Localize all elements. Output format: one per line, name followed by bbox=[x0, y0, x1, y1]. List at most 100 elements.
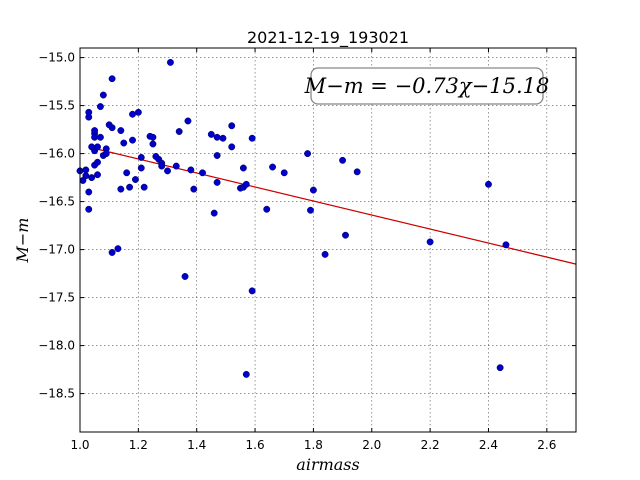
data-point bbox=[114, 245, 122, 253]
data-point bbox=[213, 152, 221, 159]
data-point bbox=[137, 164, 145, 172]
data-point bbox=[117, 127, 125, 135]
data-point bbox=[123, 169, 131, 177]
data-point bbox=[485, 180, 492, 188]
data-point bbox=[108, 75, 116, 83]
y-tick-label: −16.0 bbox=[38, 147, 75, 161]
data-point bbox=[129, 110, 136, 118]
y-tick-label: −15.5 bbox=[38, 99, 75, 113]
data-point bbox=[502, 241, 510, 249]
fit-line-group bbox=[88, 146, 577, 265]
data-point bbox=[190, 185, 198, 193]
data-point bbox=[213, 178, 221, 186]
data-point bbox=[339, 156, 347, 164]
data-point bbox=[91, 127, 99, 135]
x-tick-label: 2.2 bbox=[421, 438, 440, 452]
y-tick-label: −17.5 bbox=[38, 291, 75, 305]
x-tick-label: 2.6 bbox=[537, 438, 556, 452]
grid bbox=[80, 48, 576, 432]
data-point bbox=[158, 162, 166, 170]
data-point bbox=[181, 273, 189, 280]
data-point bbox=[82, 166, 90, 174]
data-point bbox=[85, 108, 93, 116]
data-point bbox=[88, 174, 96, 182]
data-point bbox=[94, 171, 101, 179]
data-point bbox=[175, 128, 183, 135]
data-point bbox=[108, 124, 116, 132]
data-point bbox=[342, 231, 349, 239]
data-point bbox=[102, 150, 110, 158]
data-point bbox=[149, 140, 157, 148]
annotation-box: M−m = −0.73χ−15.18 bbox=[304, 67, 550, 105]
data-point bbox=[85, 188, 93, 196]
data-point bbox=[140, 183, 148, 191]
data-point bbox=[91, 133, 99, 141]
data-point bbox=[149, 133, 157, 141]
data-point bbox=[199, 169, 206, 177]
data-point bbox=[96, 103, 104, 111]
data-point bbox=[172, 162, 180, 170]
y-tick-label: −18.0 bbox=[38, 339, 75, 353]
data-point bbox=[213, 133, 221, 141]
data-point bbox=[184, 117, 192, 125]
data-point bbox=[307, 206, 314, 214]
data-point bbox=[94, 158, 101, 166]
data-point bbox=[129, 136, 136, 144]
ticks: 1.0 1.2 1.4 1.6 1.8 2.0 2.2 2.4 2.6 −15.0 −15.5 −16… bbox=[38, 48, 576, 452]
data-point bbox=[248, 287, 256, 295]
data-point bbox=[134, 108, 142, 116]
data-point bbox=[207, 130, 215, 138]
data-point bbox=[239, 164, 247, 172]
fit-line bbox=[88, 146, 577, 265]
data-point bbox=[82, 172, 90, 180]
data-point bbox=[164, 167, 171, 175]
plot-frame bbox=[79, 47, 577, 433]
data-point bbox=[353, 168, 361, 176]
data-point bbox=[137, 153, 145, 161]
data-point bbox=[242, 370, 250, 378]
annotation-frame bbox=[310, 67, 544, 105]
data-point bbox=[99, 91, 107, 99]
x-axis-label: airmass bbox=[296, 455, 359, 474]
fit-equation: M−m = −0.73χ−15.18 bbox=[304, 74, 550, 98]
data-point bbox=[131, 176, 139, 183]
data-point bbox=[96, 133, 104, 141]
data-point bbox=[496, 364, 504, 372]
x-tick-label: 1.8 bbox=[304, 438, 323, 452]
data-point bbox=[280, 169, 288, 177]
y-axis-label: M−m bbox=[13, 218, 32, 264]
y-tick-label: −15.0 bbox=[38, 51, 75, 65]
data-point bbox=[321, 250, 329, 258]
data-point bbox=[126, 183, 134, 191]
x-tick-label: 1.4 bbox=[187, 438, 206, 452]
data-point bbox=[242, 180, 250, 188]
data-point bbox=[426, 238, 434, 246]
x-tick-label: 1.0 bbox=[70, 438, 89, 452]
data-point bbox=[263, 205, 271, 213]
data-point bbox=[108, 249, 116, 256]
chart-title: 2021-12-19_193021 bbox=[247, 28, 409, 48]
data-point bbox=[269, 163, 277, 171]
data-point bbox=[120, 139, 128, 147]
data-point bbox=[228, 143, 236, 151]
data-point bbox=[248, 134, 256, 142]
data-point bbox=[210, 209, 218, 217]
y-tick-label: −16.5 bbox=[38, 195, 75, 209]
data-point bbox=[309, 186, 317, 194]
plot-area bbox=[80, 48, 576, 432]
data-point bbox=[117, 185, 125, 193]
x-tick-label: 1.6 bbox=[246, 438, 265, 452]
data-points bbox=[76, 58, 510, 378]
data-point bbox=[94, 143, 101, 151]
data-point bbox=[166, 58, 174, 66]
data-point bbox=[219, 134, 227, 142]
data-point bbox=[85, 205, 93, 213]
y-tick-label: −18.5 bbox=[38, 387, 75, 401]
x-tick-label: 2.0 bbox=[362, 438, 381, 452]
x-tick-label: 1.2 bbox=[129, 438, 148, 452]
x-tick-label: 2.4 bbox=[479, 438, 498, 452]
y-tick-label: −17.0 bbox=[38, 243, 75, 257]
data-point bbox=[304, 150, 312, 158]
data-point bbox=[187, 166, 195, 174]
